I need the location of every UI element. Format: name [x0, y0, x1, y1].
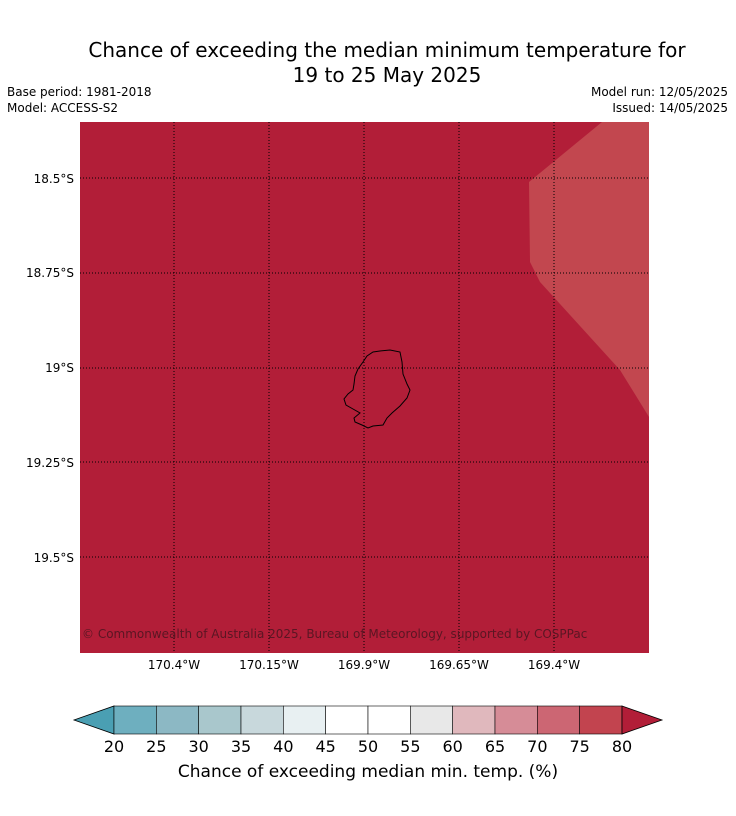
title-line-1: Chance of exceeding the median minimum t… [88, 38, 686, 62]
colorbar-tick-label: 45 [315, 737, 336, 756]
issued-date: Issued: 14/05/2025 [612, 101, 728, 115]
colorbar-segment [452, 705, 496, 735]
lon-label-1: 170.4°W [147, 658, 201, 672]
lat-label-3: 19°S [45, 361, 74, 375]
map-area: © Commonwealth of Australia 2025, Bureau… [80, 122, 649, 653]
graticule [80, 122, 649, 653]
colorbar-segment [537, 705, 580, 735]
colorbar-tick-label: 25 [146, 737, 167, 756]
colorbar-tick-label: 60 [442, 737, 463, 756]
lon-label-5: 169.4°W [527, 658, 581, 672]
map-svg [80, 122, 649, 653]
colorbar-tick-label: 20 [103, 737, 125, 756]
colorbar-segment [494, 705, 538, 735]
chart-title: Chance of exceeding the median minimum t… [0, 38, 736, 88]
colorbar-segment [156, 705, 199, 735]
model-run: Model run: 12/05/2025 [590, 85, 728, 99]
colorbar [72, 705, 664, 735]
meta-right: Model run: 12/05/2025 Issued: 14/05/2025 [591, 84, 728, 116]
colorbar-tick-label: 80 [611, 737, 633, 756]
lon-label-3: 169.9°W [337, 658, 391, 672]
colorbar-tick-label: 70 [527, 737, 548, 756]
colorbar-tick-label: 35 [230, 737, 252, 756]
base-period: Base period: 1981-2018 [7, 85, 152, 99]
colorbar-segment [283, 705, 326, 735]
colorbar-label: Chance of exceeding median min. temp. (%… [177, 762, 559, 782]
colorbar-segment [579, 705, 623, 735]
colorbar-tick-label: 75 [569, 737, 590, 756]
probability-region-75-80 [529, 122, 649, 417]
colorbar-tick-label: 65 [484, 737, 506, 756]
colorbar-segment [367, 705, 411, 735]
colorbar-segment [113, 705, 157, 735]
lon-label-4: 169.65°W [429, 658, 489, 672]
colorbar-segment [410, 705, 453, 735]
lat-label-1: 18.5°S [33, 172, 74, 186]
colorbar-segment [240, 705, 284, 735]
copyright-notice: © Commonwealth of Australia 2025, Bureau… [82, 627, 588, 641]
colorbar-tick-label: 55 [400, 737, 421, 756]
lat-label-4: 19.25°S [26, 456, 74, 470]
title-line-2: 19 to 25 May 2025 [292, 63, 482, 87]
lat-label-2: 18.75°S [26, 266, 74, 280]
colorbar-extend-high [621, 705, 664, 735]
colorbar-tick-label: 40 [273, 737, 294, 756]
lon-label-2: 170.15°W [239, 658, 299, 672]
lat-label-5: 19.5°S [33, 551, 74, 565]
model-name: Model: ACCESS-S2 [7, 101, 119, 115]
colorbar-tick-label: 50 [357, 737, 379, 756]
colorbar-tick-label: 30 [188, 737, 209, 756]
island-coastline [343, 349, 411, 429]
colorbar-segment [198, 705, 242, 735]
colorbar-segment [325, 705, 369, 735]
meta-left: Base period: 1981-2018 Model: ACCESS-S2 [7, 84, 152, 116]
colorbar-extend-low [72, 705, 115, 735]
